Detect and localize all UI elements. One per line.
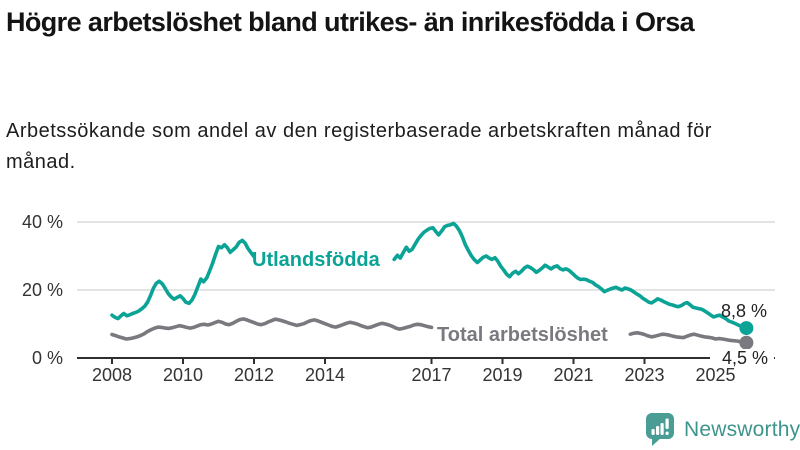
- series-lines: [110, 221, 749, 345]
- series-line-utlandsf-dda: [392, 221, 749, 330]
- series-name-label-total-arbetsl-shet: Total arbetslöshet: [437, 324, 608, 346]
- y-tick-label: 20 %: [22, 280, 63, 300]
- page-title: Högre arbetslöshet bland utrikes- än inr…: [6, 7, 695, 37]
- x-tick-label: 2023: [624, 365, 664, 385]
- x-tick-label: 2021: [553, 365, 593, 385]
- x-tick-label: 2012: [234, 365, 274, 385]
- y-gridlines: [77, 221, 775, 291]
- y-tick-labels: 0 % 20 % 40 %: [22, 212, 63, 368]
- newsworthy-icon: [646, 413, 674, 446]
- x-tick-label: 2019: [482, 365, 522, 385]
- series-end-dot-utlandsf-dda: [739, 321, 754, 336]
- series-end-dot-total-arbetsl-shet: [739, 335, 754, 350]
- series-end-dots: [739, 321, 754, 350]
- x-tick-labels: 2008 2010 2012 2014 2017 2019 2021 2023 2025: [92, 365, 736, 385]
- x-tick-label: 2014: [305, 365, 345, 385]
- end-value-label-utlandsf-dda: 8,8 %: [721, 301, 767, 321]
- x-tick-label: 2008: [92, 365, 132, 385]
- x-tick-label: 2025: [695, 365, 735, 385]
- y-tick-label: 0 %: [32, 348, 63, 368]
- page-subtitle: Arbetssökande som andel av den registerb…: [6, 120, 712, 173]
- newsworthy-logo[interactable]: Newsworthy: [644, 412, 800, 446]
- series-name-label-utlandsf-dda: Utlandsfödda: [252, 249, 381, 271]
- x-tick-label: 2017: [411, 365, 451, 385]
- series-line-total-arbetsl-shet: [110, 317, 434, 341]
- newsworthy-wordmark: Newsworthy: [684, 417, 800, 441]
- series-line-total-arbetsl-shet: [628, 330, 749, 345]
- series-labels: Utlandsfödda Total arbetslöshet: [252, 249, 608, 346]
- y-tick-label: 40 %: [22, 212, 63, 232]
- value-annotations: 8,8 % 4,5 %: [710, 301, 774, 368]
- series-line-utlandsf-dda: [110, 238, 256, 321]
- x-tick-label: 2010: [163, 365, 203, 385]
- end-value-label-total-arbetsl-shet: 4,5 %: [722, 348, 768, 368]
- end-value-bg-total-arbetsl-shet: [710, 349, 774, 368]
- x-axis: [77, 357, 775, 364]
